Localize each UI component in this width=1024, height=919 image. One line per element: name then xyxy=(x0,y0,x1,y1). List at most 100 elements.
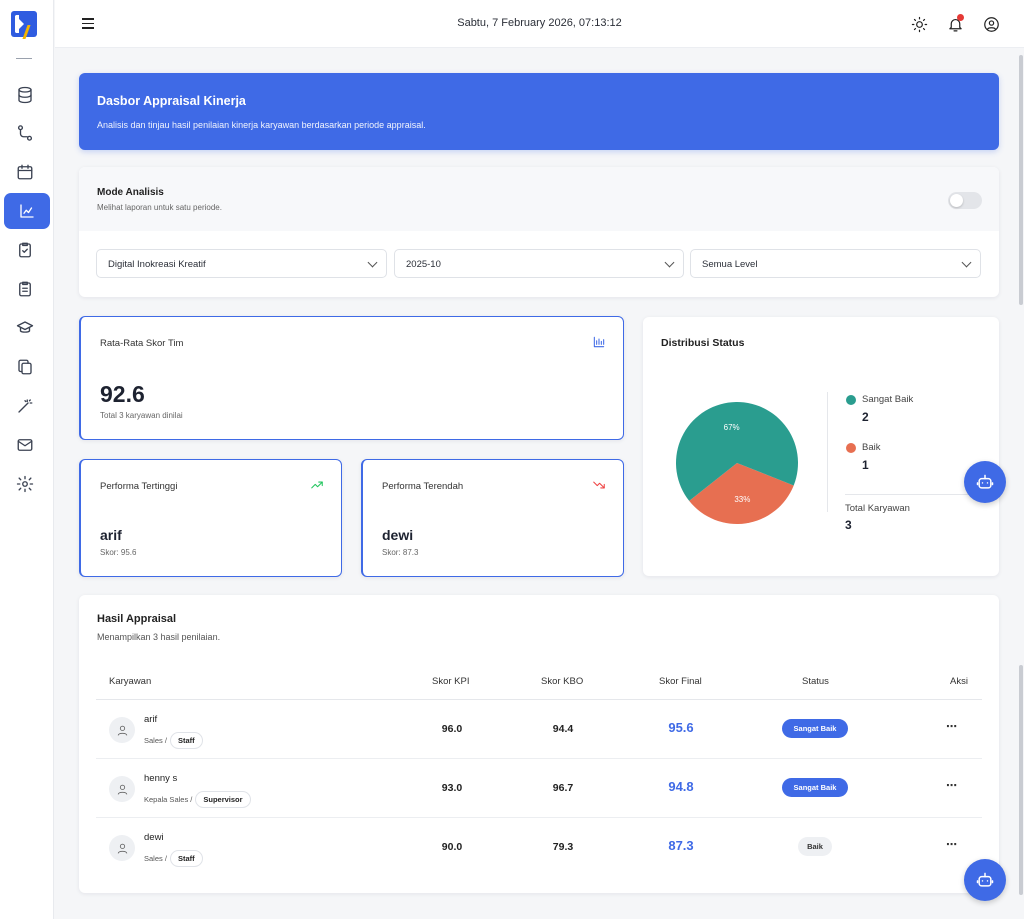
sidebar-item-training[interactable] xyxy=(12,315,38,341)
top-bar: Sabtu, 7 February 2026, 07:13:12 xyxy=(55,0,1024,48)
table-header-divider xyxy=(96,699,982,700)
workflow-icon xyxy=(17,125,33,141)
chart-icon xyxy=(20,204,34,218)
user-icon xyxy=(117,843,127,854)
employee-level-chip: Supervisor xyxy=(195,791,251,808)
menu-toggle-button[interactable] xyxy=(79,15,97,33)
clipboard-check-icon xyxy=(19,242,31,258)
avatar xyxy=(109,776,135,802)
col-header-kpi: Skor KPI xyxy=(432,676,470,687)
pie-slice-baik xyxy=(689,463,794,524)
table-row: arif Sales / Staff 96.0 94.4 95.6 Sangat… xyxy=(96,700,982,759)
pie-slice-sangat-baik xyxy=(676,402,798,501)
company-select-value: Digital Inokreasi Kreatif xyxy=(108,259,206,270)
company-select[interactable]: Digital Inokreasi Kreatif xyxy=(96,249,387,278)
legend-dot-sangat-baik xyxy=(846,395,856,405)
legend-count-baik: 1 xyxy=(862,458,869,472)
sidebar-item-tasks[interactable] xyxy=(12,237,38,263)
top-performer-label: Performa Tertinggi xyxy=(100,481,178,492)
copy-icon xyxy=(18,359,32,375)
sidebar xyxy=(0,0,54,919)
employee-department: Sales / xyxy=(144,854,167,863)
row-actions-button[interactable]: ⋯ xyxy=(946,721,957,733)
appraisal-results-card: Hasil Appraisal Menampilkan 3 hasil peni… xyxy=(79,595,999,893)
magic-wand-icon xyxy=(18,399,33,413)
sidebar-item-reports[interactable] xyxy=(12,276,38,302)
employee-level-chip: Staff xyxy=(169,732,203,749)
period-select-value: 2025-10 xyxy=(406,259,441,270)
sun-icon xyxy=(911,16,927,32)
mail-icon xyxy=(17,439,33,451)
results-subtitle: Menampilkan 3 hasil penilaian. xyxy=(97,632,221,642)
status-badge: Baik xyxy=(798,837,832,856)
final-score: 95.6 xyxy=(668,720,694,735)
level-select[interactable]: Semua Level xyxy=(690,249,981,278)
sidebar-item-ai-tools[interactable] xyxy=(12,393,38,419)
lowest-performer-name: dewi xyxy=(382,527,414,543)
trending-down-icon xyxy=(592,478,606,492)
chatbot-button-bottom[interactable] xyxy=(964,859,1006,901)
row-actions-button[interactable]: ⋯ xyxy=(946,839,957,851)
profile-button[interactable] xyxy=(980,13,1002,35)
col-header-status: Status xyxy=(802,676,829,687)
app-logo[interactable] xyxy=(11,11,37,39)
sidebar-item-settings[interactable] xyxy=(12,471,38,497)
total-divider xyxy=(845,494,985,495)
final-score: 94.8 xyxy=(668,779,694,794)
employee-name: arif xyxy=(144,714,158,725)
employee-name: henny s xyxy=(144,773,178,784)
user-icon xyxy=(117,784,127,795)
status-distribution-card: Distribusi Status 33% 67% Sangat Baik 2 B… xyxy=(643,317,999,576)
col-header-action: Aksi xyxy=(950,676,968,687)
employee-meta: Kepala Sales / Supervisor xyxy=(144,791,251,808)
chevron-down-icon xyxy=(664,257,675,268)
table-row: henny s Kepala Sales / Supervisor 93.0 9… xyxy=(96,759,982,818)
sidebar-item-mail[interactable] xyxy=(12,432,38,458)
legend-divider xyxy=(827,392,828,512)
average-score-subtext: Total 3 karyawan dinilai xyxy=(100,411,183,420)
level-select-value: Semua Level xyxy=(702,259,758,270)
status-pie-chart: 33% 67% xyxy=(676,402,798,524)
sidebar-item-calendar[interactable] xyxy=(12,159,38,185)
average-score-card: Rata-Rata Skor Tim 92.6 Total 3 karyawan… xyxy=(79,316,624,440)
scrollbar-thumb-lower[interactable] xyxy=(1019,665,1023,895)
avatar xyxy=(109,717,135,743)
period-select[interactable]: 2025-10 xyxy=(394,249,684,278)
dashboard-banner: Dasbor Appraisal Kinerja Analisis dan ti… xyxy=(79,73,999,150)
employee-level-chip: Staff xyxy=(169,850,203,867)
kbo-score: 79.3 xyxy=(552,841,574,853)
kbo-score: 96.7 xyxy=(552,782,574,794)
employee-department: Kepala Sales / xyxy=(144,795,193,804)
analysis-mode-toggle[interactable] xyxy=(948,192,982,209)
settings-icon xyxy=(16,475,34,493)
row-actions-button[interactable]: ⋯ xyxy=(946,780,957,792)
kpi-score: 93.0 xyxy=(441,782,463,794)
employee-meta: Sales / Staff xyxy=(144,732,203,749)
scrollbar-thumb[interactable] xyxy=(1019,55,1023,305)
table-row: dewi Sales / Staff 90.0 79.3 87.3 Baik ⋯ xyxy=(96,818,982,877)
chevron-down-icon xyxy=(367,257,378,268)
chatbot-button[interactable] xyxy=(964,461,1006,503)
sidebar-item-database[interactable] xyxy=(12,82,38,108)
page-subtitle: Analisis dan tinjau hasil penilaian kine… xyxy=(97,120,426,130)
database-icon xyxy=(18,86,32,104)
theme-toggle-button[interactable] xyxy=(908,13,930,35)
employee-meta: Sales / Staff xyxy=(144,850,203,867)
legend-label-baik: Baik xyxy=(862,442,881,453)
status-badge: Sangat Baik xyxy=(782,778,848,797)
robot-icon xyxy=(976,872,994,887)
analysis-mode-header: Mode Analisis Melihat laporan untuk satu… xyxy=(79,167,999,231)
sidebar-item-appraisal-dashboard[interactable] xyxy=(4,193,50,229)
lowest-performer-label: Performa Terendah xyxy=(382,481,464,492)
sidebar-item-documents[interactable] xyxy=(12,354,38,380)
robot-icon xyxy=(976,474,994,489)
notifications-button[interactable] xyxy=(944,13,966,35)
employee-department: Sales / xyxy=(144,736,167,745)
user-circle-icon xyxy=(983,16,999,32)
pie-label-baik: 33% xyxy=(734,495,750,504)
total-employees-label: Total Karyawan xyxy=(845,503,910,514)
sidebar-item-workflow[interactable] xyxy=(12,120,38,146)
graduation-cap-icon xyxy=(16,321,34,333)
col-header-final: Skor Final xyxy=(659,676,702,687)
notification-badge xyxy=(957,14,964,21)
